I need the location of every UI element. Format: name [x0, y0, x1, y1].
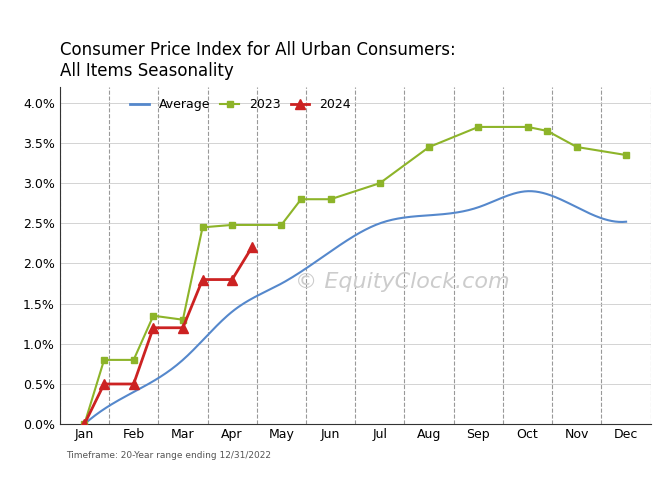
2024: [228, 277, 236, 282]
Line: 2023: 2023: [81, 124, 629, 427]
2023: [297, 196, 305, 202]
2023: [543, 128, 551, 134]
2023: [327, 196, 335, 202]
Average: [622, 219, 630, 225]
Average: [412, 214, 420, 219]
Legend: Average, 2023, 2024: Average, 2023, 2024: [125, 93, 356, 116]
Average: [526, 188, 534, 194]
2023: [622, 152, 630, 158]
2023: [199, 225, 207, 230]
2023: [100, 357, 108, 363]
Text: © EquityClock.com: © EquityClock.com: [295, 272, 510, 293]
Text: Consumer Price Index for All Urban Consumers:
All Items Seasonality: Consumer Price Index for All Urban Consu…: [60, 41, 456, 80]
Average: [403, 214, 411, 220]
Average: [401, 214, 409, 220]
Average: [80, 421, 88, 427]
2024: [149, 325, 157, 331]
2023: [376, 180, 384, 186]
Text: Timeframe: 20-Year range ending 12/31/2022: Timeframe: 20-Year range ending 12/31/20…: [66, 451, 271, 460]
2023: [474, 124, 482, 130]
2023: [80, 421, 88, 427]
Line: 2024: 2024: [80, 242, 257, 429]
2023: [573, 144, 581, 150]
2023: [524, 124, 532, 130]
2023: [425, 144, 433, 150]
2024: [100, 381, 108, 387]
2024: [248, 244, 256, 250]
2024: [179, 325, 187, 331]
Average: [539, 190, 546, 196]
2024: [199, 277, 207, 282]
2023: [179, 317, 187, 322]
Average: [82, 420, 90, 426]
2024: [129, 381, 137, 387]
Line: Average: Average: [84, 191, 626, 424]
2023: [129, 357, 137, 363]
2023: [228, 222, 236, 228]
2024: [80, 421, 88, 427]
2023: [149, 313, 157, 319]
Average: [573, 204, 581, 210]
2023: [278, 222, 286, 228]
